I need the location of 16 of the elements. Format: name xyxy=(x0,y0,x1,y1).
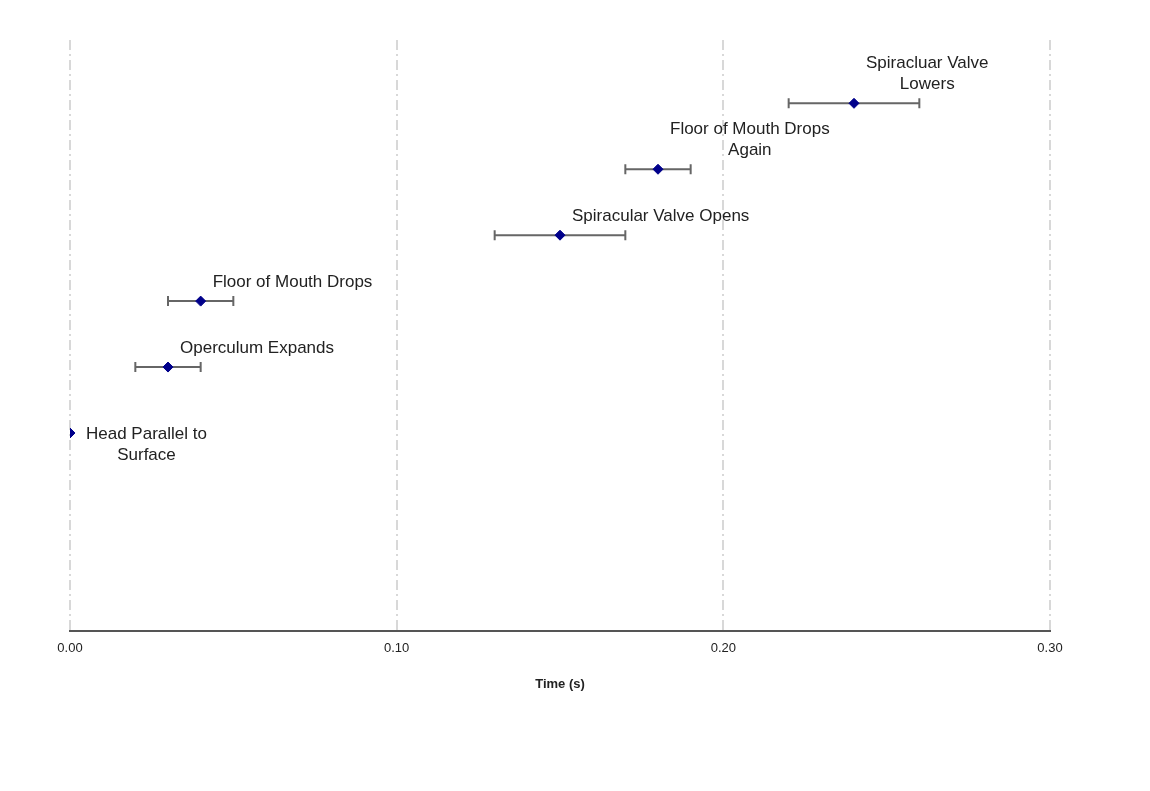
x-tick-label: 0.30 xyxy=(1037,640,1063,656)
x-tick-label: 0.10 xyxy=(384,640,410,656)
annotation: Spiracular Valve Opens xyxy=(572,206,750,226)
point xyxy=(162,361,174,373)
annotation: Floor of Mouth Drops xyxy=(212,272,373,292)
x-axis-title: Time (s) xyxy=(535,675,585,691)
annotation: Head Parallel to Surface xyxy=(86,423,207,464)
point xyxy=(554,229,566,241)
annotation: Floor of Mouth Drops Again xyxy=(670,119,830,160)
point xyxy=(848,97,860,109)
x-tick-label: 0.00 xyxy=(57,640,83,656)
point xyxy=(652,163,664,175)
point xyxy=(195,295,207,307)
x-tick-label: 0.20 xyxy=(710,640,736,656)
annotation: Operculum Expands xyxy=(180,338,335,358)
annotation: Spiracluar Valve Lowers xyxy=(866,53,989,94)
